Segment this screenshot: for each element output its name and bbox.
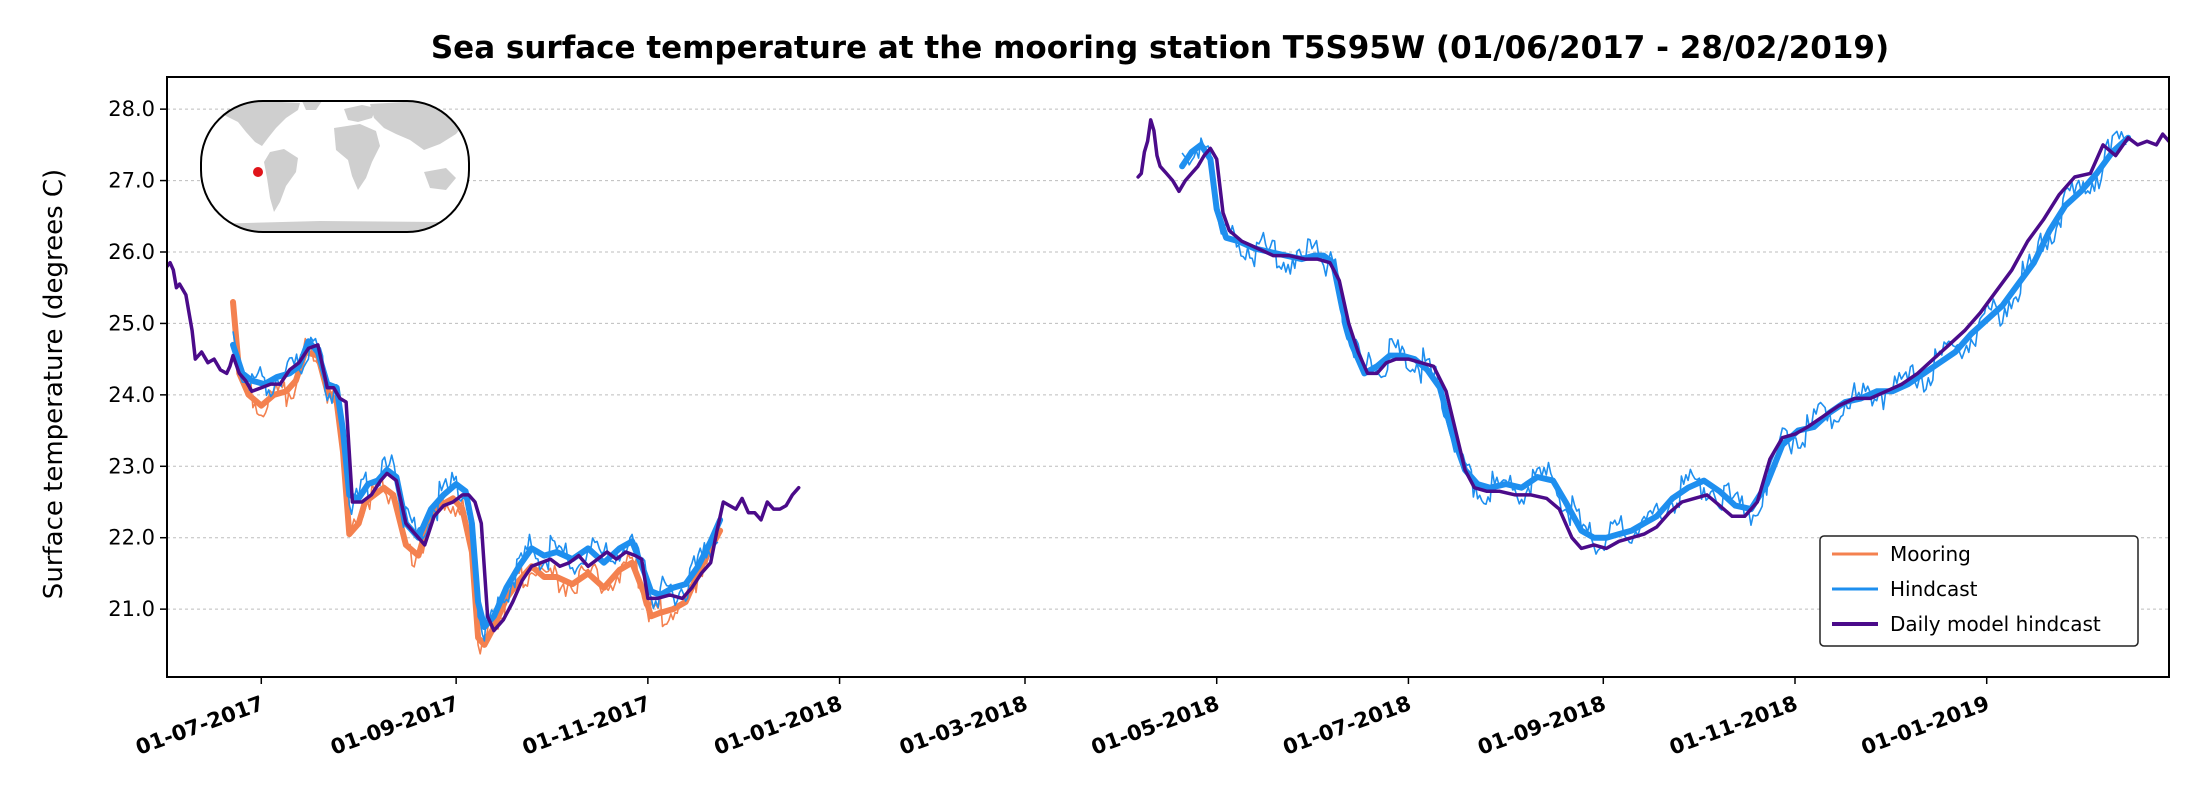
y-tick-label: 21.0 — [108, 597, 155, 621]
map-land — [201, 101, 468, 232]
y-axis-ticks: 21.0 22.0 23.0 24.0 25.0 26.0 27.0 28.0 — [108, 97, 167, 621]
legend-hindcast-label: Hindcast — [1890, 577, 1978, 601]
legend: Mooring Hindcast Daily model hindcast — [1819, 535, 2139, 647]
inset-world-map — [200, 100, 470, 233]
landmass-africa — [334, 124, 380, 190]
y-tick-label: 28.0 — [108, 97, 155, 121]
series-mooring-variability — [232, 303, 719, 655]
landmass-south-america — [264, 149, 298, 212]
y-tick-label: 25.0 — [108, 311, 155, 335]
series-daily-model-hindcast-line — [1136, 118, 2169, 551]
y-tick-label: 26.0 — [108, 240, 155, 264]
series-hindcast-variability — [232, 331, 719, 642]
y-tick-label: 23.0 — [108, 454, 155, 478]
legend-box — [1819, 535, 2139, 647]
landmass-australia — [424, 168, 456, 190]
plot-area — [167, 118, 2169, 655]
y-axis-label: Surface temperature (degrees C) — [39, 169, 69, 599]
y-tick-label: 27.0 — [108, 169, 155, 193]
landmass-north-america — [214, 101, 300, 146]
chart-title: Sea surface temperature at the mooring s… — [431, 30, 1889, 66]
series-hindcast-variability — [1181, 130, 2127, 555]
y-tick-label: 24.0 — [108, 383, 155, 407]
landmass-antarctica — [201, 221, 468, 232]
legend-mooring-label: Mooring — [1890, 542, 1971, 566]
landmass-greenland — [302, 101, 322, 110]
map-border — [200, 100, 470, 233]
plot-frame — [166, 76, 2170, 678]
series-daily-model-hindcast-line — [167, 260, 801, 633]
legend-daily-label: Daily model hindcast — [1890, 612, 2101, 636]
mooring-location-marker — [253, 167, 263, 177]
series-mooring-line — [230, 299, 724, 648]
landmass-europe — [344, 105, 376, 122]
y-tick-label: 22.0 — [108, 526, 155, 550]
